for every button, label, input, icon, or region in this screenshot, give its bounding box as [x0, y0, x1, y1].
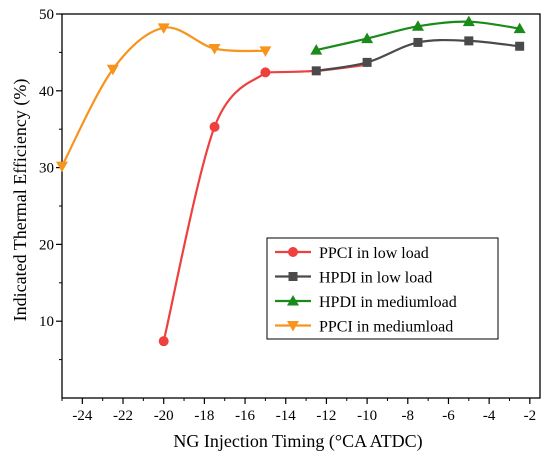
- series-line: [162, 71, 267, 342]
- x-tick-label: -6: [442, 408, 455, 424]
- legend-marker: [288, 247, 298, 257]
- legend-label: PPCI in mediumload: [319, 319, 453, 336]
- x-tick-label: -14: [276, 408, 296, 424]
- x-tick-label: -10: [357, 408, 377, 424]
- data-point: [411, 20, 424, 31]
- y-tick-label: 20: [39, 237, 54, 253]
- x-axis-title: NG Injection Timing (°CA ATDC): [173, 431, 422, 452]
- x-tick-label: -16: [235, 408, 255, 424]
- x-tick-label: -4: [483, 408, 496, 424]
- x-tick-label: -20: [154, 408, 174, 424]
- x-tick-label: -22: [113, 408, 133, 424]
- data-point: [157, 23, 170, 34]
- legend: PPCI in low load HPDI in low load HPDI in …: [266, 237, 499, 340]
- data-point: [209, 121, 220, 132]
- series-3: [310, 15, 526, 55]
- data-point: [513, 22, 526, 34]
- data-point: [311, 66, 321, 76]
- data-point: [310, 44, 323, 55]
- x-tick-label: -24: [72, 408, 92, 424]
- data-point: [361, 32, 374, 44]
- data-point: [362, 57, 372, 67]
- series-line: [61, 26, 266, 167]
- data-point: [259, 46, 272, 57]
- data-point: [106, 64, 119, 76]
- y-tick-label: 30: [39, 161, 54, 177]
- axes: -24 -22 -20 -18 -16 -14 -12 -10 -8 -6 -4 -2 10 20 30 40…: [39, 7, 541, 424]
- legend-marker: [288, 272, 298, 281]
- x-tick-label: -12: [316, 408, 336, 424]
- data-point: [158, 336, 169, 347]
- data-point: [462, 15, 475, 27]
- legend-label: PPCI in low load: [319, 245, 429, 262]
- data-point: [515, 41, 525, 51]
- x-tick-label: -18: [194, 408, 214, 424]
- data-point: [413, 37, 423, 47]
- legend-label: HPDI in low load: [319, 270, 432, 287]
- data-point: [260, 67, 271, 78]
- series-1: [158, 67, 271, 347]
- x-tick-label: -8: [402, 408, 415, 424]
- series-layer: [56, 15, 526, 347]
- y-tick-label: 40: [39, 84, 54, 100]
- y-axis-title: Indicated Thermal Efficiency (%): [10, 79, 31, 322]
- legend-box: [266, 237, 499, 340]
- y-tick-label: 50: [39, 7, 54, 23]
- data-point: [464, 36, 474, 46]
- legend-marker: [287, 295, 299, 306]
- data-point: [56, 161, 68, 173]
- y-tick-label: 10: [39, 314, 54, 330]
- x-tick-label: -2: [524, 408, 537, 424]
- legend-marker: [287, 321, 299, 332]
- legend-label: HPDI in mediumload: [319, 294, 457, 311]
- series-2: [311, 36, 525, 76]
- data-point: [208, 44, 221, 55]
- series-4: [56, 23, 272, 173]
